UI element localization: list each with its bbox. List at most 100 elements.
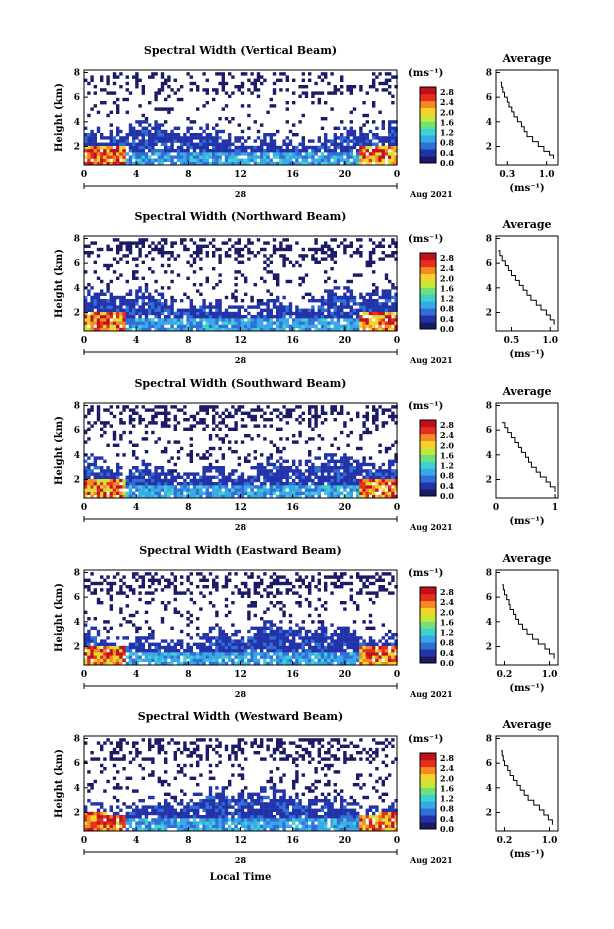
heatmap-cell [221,639,225,643]
y-axis-label: Height (km) [54,416,65,485]
heatmap-cell [170,327,174,332]
heatmap-cell [330,488,334,492]
heatmap-cell [250,478,254,483]
heatmap-cell [106,588,110,592]
heatmap-cell [317,75,321,79]
heatmap-cell [356,155,360,159]
heatmap-cell [109,604,113,608]
heatmap-cell [234,251,238,255]
heatmap-cell [119,139,123,143]
heatmap-cell [320,305,325,309]
heatmap-cell [96,152,101,156]
heatmap-cell [240,652,245,656]
heatmap-cell [260,75,264,79]
heatmap-cell [132,572,136,576]
heatmap-cell [199,488,203,492]
heatmap-cell [314,327,318,332]
heatmap-cell [128,661,133,666]
heatmap-cell [103,308,107,312]
heatmap-cell [372,133,376,137]
heatmap-cell [256,424,261,428]
heatmap-cell [253,424,257,428]
heatmap-cell [176,88,181,92]
heatmap-cell [320,411,325,415]
heatmap-cell [90,491,94,495]
heatmap-cell [327,642,331,646]
heatmap-cell [231,601,235,605]
heatmap-cell [343,295,347,300]
heatmap-cell [167,578,171,582]
heatmap-cell [365,321,369,325]
heatmap-cell [138,475,142,479]
heatmap-cell [234,276,238,280]
heatmap-cell [253,456,257,460]
heatmap-cell [234,424,238,428]
heatmap-cell [237,456,241,460]
heatmap-cell [212,126,216,130]
heatmap-cell [282,575,286,579]
heatmap-cell [317,494,321,499]
panel-1: Spectral Width (Vertical Beam)2468Height… [54,44,559,199]
heatmap-cell [266,649,270,653]
heatmap-cell [208,655,213,659]
heatmap-cell [391,469,395,473]
heatmap-cell [183,158,187,162]
heatmap-cell [157,302,161,306]
heatmap-cell [218,485,222,489]
heatmap-cell [279,658,283,662]
heatmap-cell [224,251,229,255]
heatmap-cell [148,472,152,476]
heatmap-cell [266,636,270,640]
heatmap-cell [157,485,161,489]
heatmap-cell [100,311,104,316]
heatmap-cell [100,427,104,431]
heatmap-cell [157,155,161,159]
heatmap-cell [119,494,123,499]
y-tick-label: 8 [74,234,80,244]
heatmap-cell [388,299,392,303]
heatmap-cell [304,327,309,332]
heatmap-cell [285,491,289,495]
heatmap-cell [167,478,171,483]
heatmap-cell [247,588,251,592]
heatmap-cell [90,408,94,412]
heatmap-cell [138,321,142,325]
heatmap-cell [276,591,280,595]
heatmap-cell [298,405,302,409]
heatmap-cell [324,149,328,153]
heatmap-cell [151,241,155,245]
heatmap-cell [288,642,293,646]
heatmap-cell [237,270,241,274]
heatmap-cell [157,649,161,653]
heatmap-cell [224,488,229,492]
heatmap-cell [132,270,136,274]
heatmap-cell [266,491,270,495]
heatmap-cell [96,292,101,296]
heatmap-cell [247,575,251,579]
heatmap-cell [90,327,94,332]
heatmap-cell [148,155,152,159]
heatmap-cell [276,145,280,150]
heatmap-cell [391,491,395,495]
heatmap-cell [292,324,296,328]
heatmap-cell [103,145,107,150]
heatmap-cell [317,478,321,483]
heatmap-cell [266,607,270,611]
heatmap-cell [288,161,293,166]
heatmap-cell [308,161,312,166]
heatmap-cell [218,661,222,666]
heatmap-cell [394,257,398,261]
heatmap-cell [90,649,94,653]
heatmap-cell [106,91,110,95]
heatmap-cell [112,308,117,312]
heatmap-cell [173,578,177,582]
avg-y-tick-label: 2 [486,308,492,318]
heatmap-cell [359,161,363,166]
heatmap-cell [125,88,129,92]
heatmap-cell [298,604,302,608]
heatmap-cell [314,424,318,428]
heatmap-cell [176,408,181,412]
heatmap-cell [218,117,222,121]
heatmap-cell [381,472,385,476]
heatmap-cell [196,308,200,312]
